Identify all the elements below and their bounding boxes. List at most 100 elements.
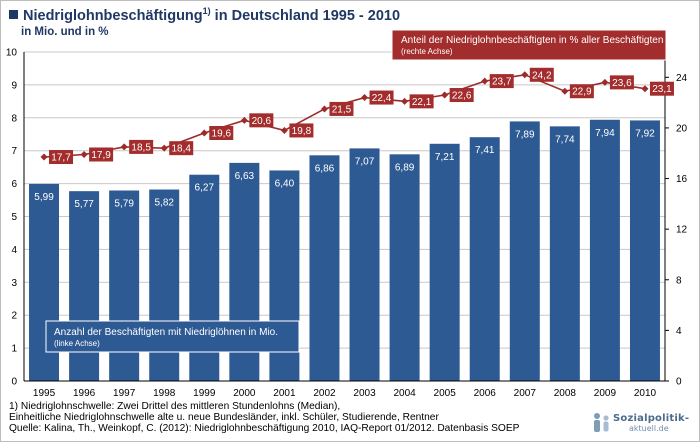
bar-value-label: 7,41	[475, 145, 495, 156]
x-axis-tick-label: 2003	[353, 388, 376, 399]
title-square-icon	[9, 9, 18, 19]
line-label-box	[369, 90, 394, 105]
bar-value-label: 7,89	[515, 129, 535, 140]
line-value-label: 19,6	[212, 128, 232, 139]
bar-value-label: 7,74	[555, 134, 575, 145]
x-axis-tick-label: 2005	[434, 388, 457, 399]
bar	[509, 121, 540, 381]
right-axis-tick-label: 12	[676, 225, 688, 236]
left-legend-line2: (linke Achse)	[54, 339, 100, 348]
line-label-box	[569, 84, 594, 99]
logo-figures-icon	[594, 413, 609, 432]
x-axis-tick-label: 2010	[634, 388, 657, 399]
line-label-box	[289, 123, 314, 138]
bar-value-label: 5,77	[74, 199, 94, 210]
chart-subtitle: in Mio. und in %	[21, 26, 109, 38]
line-label-box	[169, 141, 194, 156]
footnote-2: Einheitliche Niedriglohnschwelle alte u.…	[9, 412, 439, 424]
line-value-label: 22,9	[572, 87, 592, 98]
line-point	[361, 94, 369, 102]
right-axis-tick-label: 20	[676, 123, 688, 134]
x-axis-tick-label: 2009	[594, 388, 617, 399]
footnote-1: 1) Niedriglohnschwelle: Zwei Drittel des…	[9, 401, 341, 412]
bar	[309, 155, 340, 381]
bar-value-label: 6,86	[315, 163, 335, 174]
bar	[469, 137, 500, 381]
bar-value-label: 7,92	[635, 128, 655, 139]
left-axis-tick-label: 9	[11, 80, 17, 91]
line-value-label: 23,6	[612, 78, 632, 89]
right-axis-tick-label: 0	[676, 377, 682, 388]
footnote-source: Quelle: Kalina, Th., Weinkopf, C. (2012)…	[9, 423, 520, 435]
left-axis-tick-label: 4	[11, 245, 17, 256]
line-point	[240, 116, 248, 124]
chart-title: Niedriglohnbeschäftigung1) in Deutschlan…	[9, 6, 400, 24]
left-legend-line1: Anzahl der Beschäftigten mit Niedriglöhn…	[54, 327, 278, 338]
site-logo: Sozialpolitik- aktuell.de	[591, 410, 693, 436]
logo-text-domain: aktuell.de	[629, 424, 669, 433]
right-axis-tick-label: 24	[676, 73, 688, 84]
line-value-label: 22,1	[412, 97, 432, 108]
right-axis-tick-label: 16	[676, 174, 688, 185]
x-axis-tick-label: 2002	[313, 388, 336, 399]
line-value-label: 20,6	[252, 116, 272, 127]
x-axis-tick-label: 2004	[393, 388, 416, 399]
line-point	[561, 87, 569, 95]
bar-value-label: 5,79	[114, 199, 134, 210]
title-footnote-mark: 1)	[202, 6, 211, 16]
left-axis-tick-label: 5	[11, 212, 17, 223]
left-axis-tick-label: 6	[11, 179, 17, 190]
bar	[69, 191, 100, 381]
x-axis-tick-label: 1997	[113, 388, 136, 399]
right-legend-line1: Anteil der Niedriglohnbeschäftigten in %…	[401, 35, 663, 46]
left-axis-legend-box	[45, 320, 300, 353]
line-label-box	[249, 113, 274, 128]
bar-value-label: 6,27	[195, 183, 215, 194]
left-axis-tick-label: 0	[11, 377, 17, 388]
left-axis-tick-label: 7	[11, 146, 17, 157]
logo-text-main: Sozialpolitik-	[613, 413, 690, 424]
x-axis-tick-label: 1998	[153, 388, 176, 399]
left-axis-tick-label: 1	[11, 344, 17, 355]
bar-value-label: 6,89	[395, 162, 415, 173]
bar	[349, 148, 380, 381]
left-axis-tick-label: 10	[6, 48, 18, 59]
x-axis-tick-label: 1995	[33, 388, 56, 399]
line-point	[441, 91, 449, 99]
right-axis-tick-label: 8	[676, 275, 682, 286]
bar-value-label: 7,94	[595, 128, 615, 139]
x-axis-tick-label: 1999	[193, 388, 216, 399]
right-axis-legend-box	[391, 29, 667, 61]
line-value-label: 23,7	[492, 77, 512, 88]
line-point	[120, 143, 128, 151]
line-label-box	[449, 88, 474, 103]
line-point	[80, 150, 88, 158]
title-rest: in Deutschland 1995 - 2010	[210, 7, 401, 24]
line-label-box	[329, 101, 354, 116]
x-axis-tick-label: 2006	[474, 388, 497, 399]
x-axis-tick-label: 1996	[73, 388, 96, 399]
line-label-box	[89, 147, 114, 162]
x-axis-tick-label: 2001	[273, 388, 296, 399]
left-axis-tick-label: 8	[11, 113, 17, 124]
bar	[629, 120, 660, 381]
line-value-label: 18,5	[131, 142, 151, 153]
footnotes: 1) Niedriglohnschwelle: Zwei Drittel des…	[9, 401, 519, 435]
line-point	[200, 129, 208, 137]
bar	[589, 119, 620, 382]
bar-value-label: 7,21	[435, 152, 455, 163]
left-axis-tick-label: 3	[11, 278, 17, 289]
line-label-box	[49, 150, 74, 165]
bar	[429, 143, 460, 381]
bar-value-label: 6,40	[275, 178, 295, 189]
line-value-label: 21,5	[332, 104, 352, 115]
line-label-box	[209, 125, 234, 140]
line-value-label: 18,4	[171, 144, 191, 155]
bar-value-label: 7,07	[355, 156, 375, 167]
line-point	[641, 85, 649, 93]
bar	[549, 126, 580, 381]
x-axis-tick-label: 2007	[514, 388, 537, 399]
line-label-box	[489, 74, 514, 89]
x-axis-tick-label: 2008	[554, 388, 577, 399]
